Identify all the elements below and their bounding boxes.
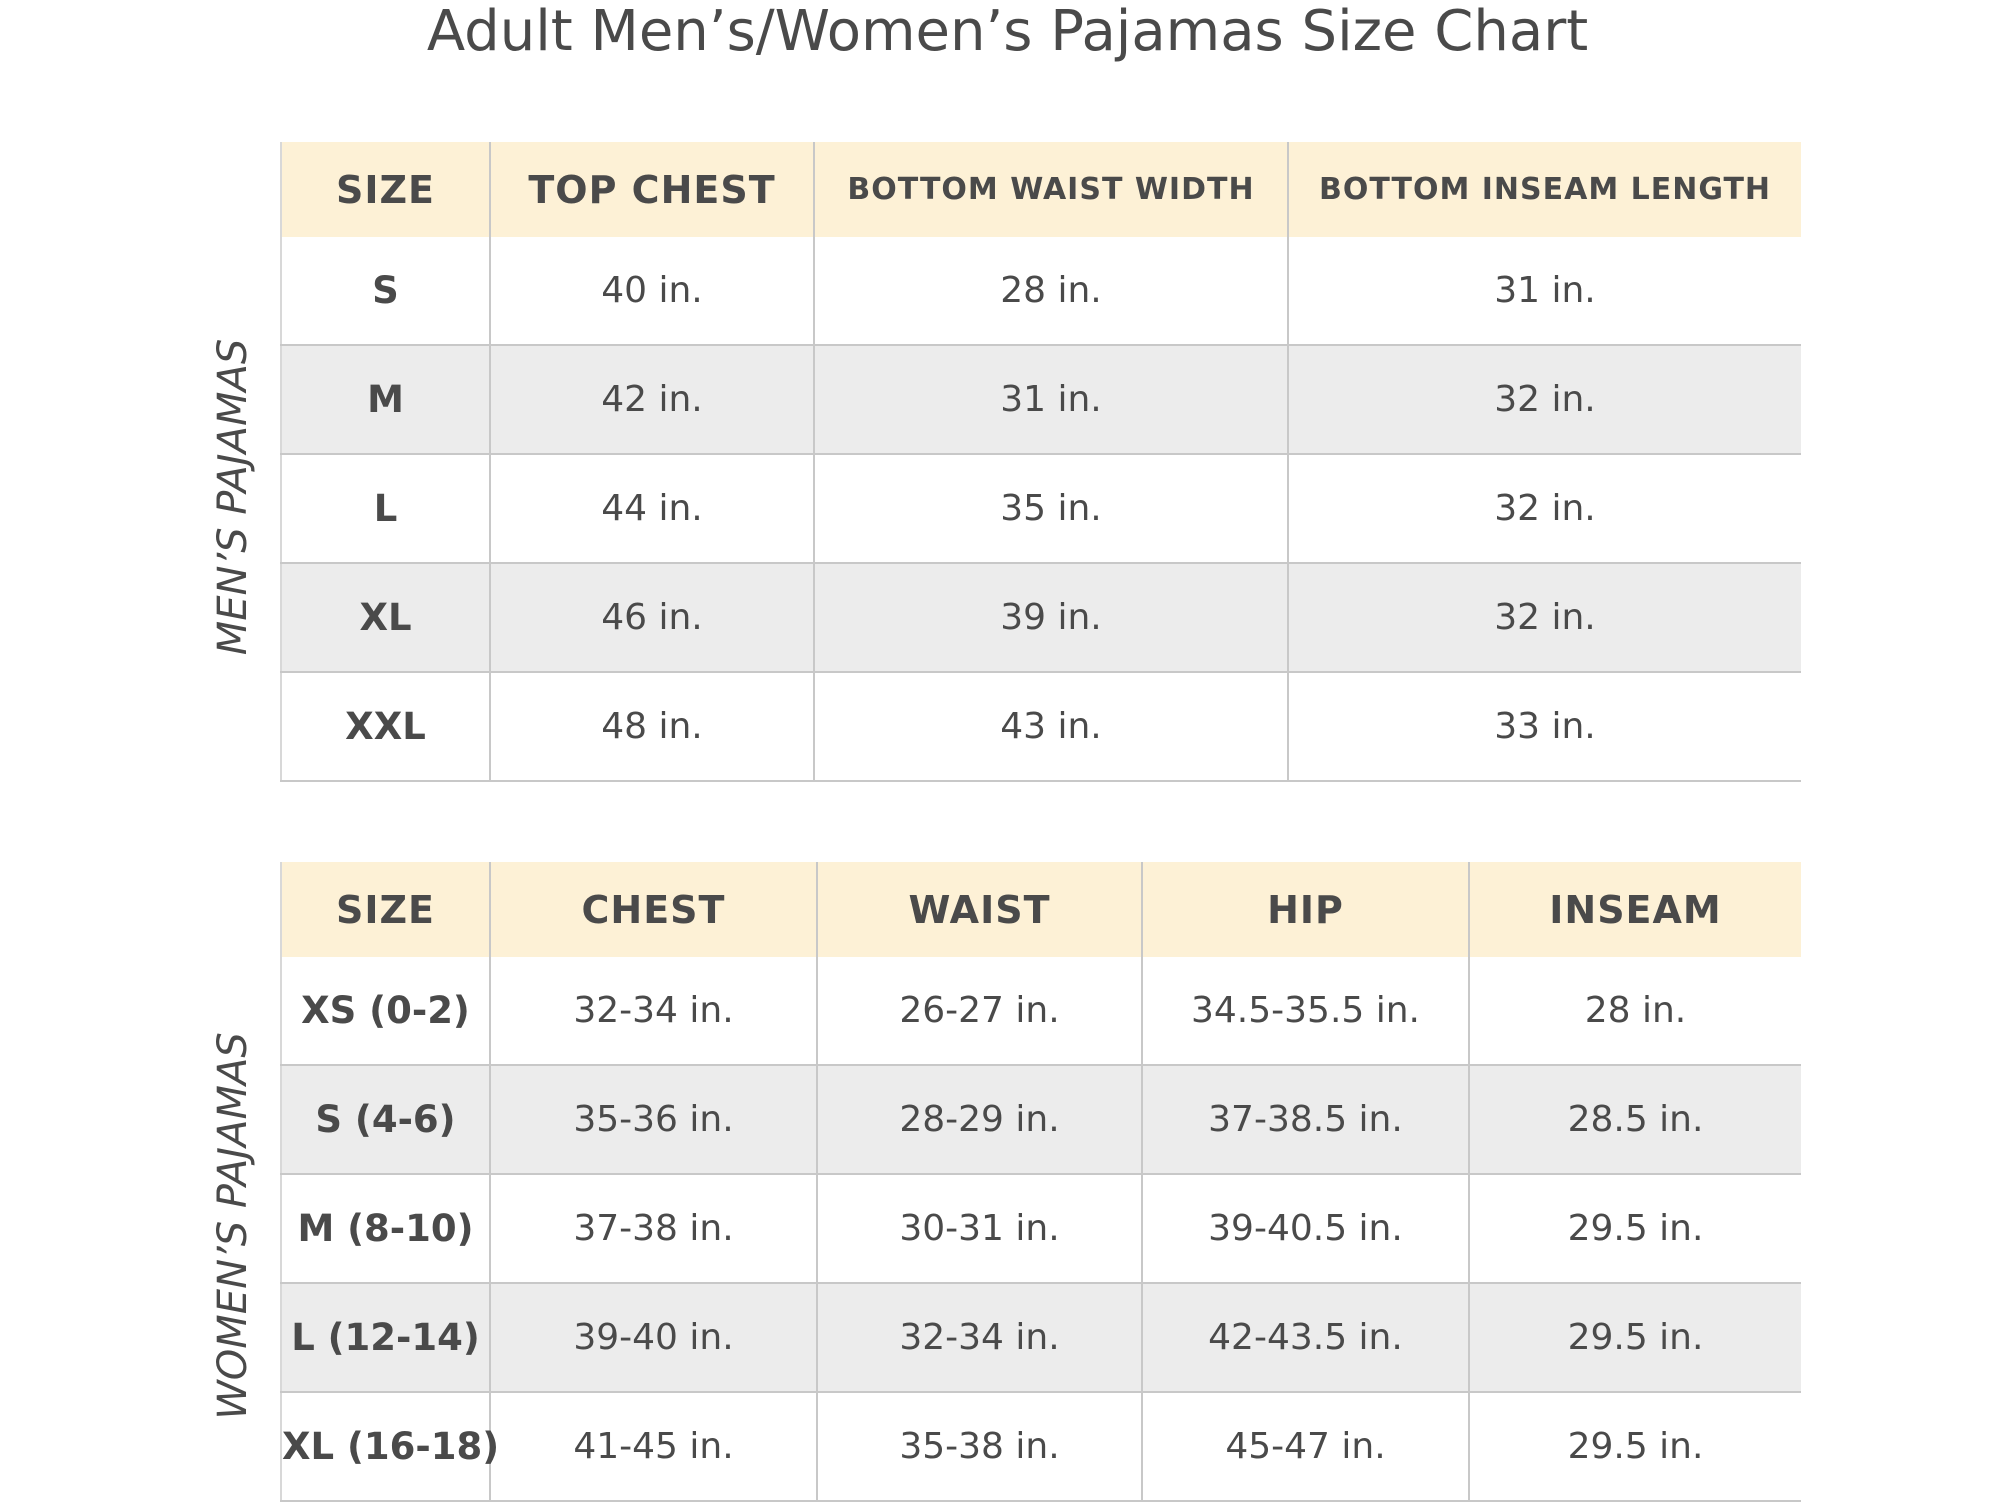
mens-size-cell: M: [280, 345, 490, 455]
womens-header-chest: CHEST: [489, 862, 817, 957]
table-row: L 44 in. 35 in. 32 in.: [280, 454, 1801, 564]
womens-section-label-text: WOMEN’S PAJAMAS: [210, 1032, 256, 1420]
womens-size-cell: XS (0-2): [280, 957, 490, 1066]
table-row: XL (16-18) 41-45 in. 35-38 in. 45-47 in.…: [280, 1392, 1801, 1502]
womens-chest-cell: 41-45 in.: [489, 1392, 817, 1502]
womens-waist-cell: 26-27 in.: [816, 957, 1142, 1066]
womens-header-inseam: INSEAM: [1468, 862, 1801, 957]
mens-size-cell: S: [280, 237, 490, 346]
table-row: M (8-10) 37-38 in. 30-31 in. 39-40.5 in.…: [280, 1174, 1801, 1284]
mens-bottom-waist-cell: 39 in.: [813, 563, 1288, 673]
mens-bottom-inseam-cell: 33 in.: [1287, 672, 1801, 782]
mens-top-chest-cell: 40 in.: [489, 237, 814, 346]
mens-section-label-text: MEN’S PAJAMAS: [210, 338, 256, 656]
womens-waist-cell: 30-31 in.: [816, 1174, 1142, 1284]
mens-size-cell: L: [280, 454, 490, 564]
mens-size-table: SIZE TOP CHEST BOTTOM WAIST WIDTH BOTTOM…: [280, 142, 1801, 782]
mens-header-top-chest: TOP CHEST: [489, 142, 814, 237]
womens-hip-cell: 37-38.5 in.: [1141, 1065, 1469, 1175]
womens-chest-cell: 32-34 in.: [489, 957, 817, 1066]
table-row: S (4-6) 35-36 in. 28-29 in. 37-38.5 in. …: [280, 1065, 1801, 1175]
mens-size-cell: XXL: [280, 672, 490, 782]
womens-hip-cell: 34.5-35.5 in.: [1141, 957, 1469, 1066]
mens-top-chest-cell: 42 in.: [489, 345, 814, 455]
womens-inseam-cell: 29.5 in.: [1468, 1174, 1801, 1284]
womens-waist-cell: 28-29 in.: [816, 1065, 1142, 1175]
womens-header-hip: HIP: [1141, 862, 1469, 957]
mens-top-chest-cell: 44 in.: [489, 454, 814, 564]
table-row: M 42 in. 31 in. 32 in.: [280, 345, 1801, 455]
table-row: XXL 48 in. 43 in. 33 in.: [280, 672, 1801, 782]
womens-size-table: SIZE CHEST WAIST HIP INSEAM XS (0-2) 32-…: [280, 862, 1801, 1502]
womens-waist-cell: 35-38 in.: [816, 1392, 1142, 1502]
mens-bottom-waist-cell: 43 in.: [813, 672, 1288, 782]
womens-hip-cell: 42-43.5 in.: [1141, 1283, 1469, 1393]
table-row: XS (0-2) 32-34 in. 26-27 in. 34.5-35.5 i…: [280, 957, 1801, 1066]
womens-chest-cell: 35-36 in.: [489, 1065, 817, 1175]
womens-inseam-cell: 29.5 in.: [1468, 1392, 1801, 1502]
table-row: XL 46 in. 39 in. 32 in.: [280, 563, 1801, 673]
womens-size-cell: XL (16-18): [280, 1392, 499, 1502]
womens-inseam-cell: 29.5 in.: [1468, 1283, 1801, 1393]
mens-size-cell: XL: [280, 563, 490, 673]
mens-bottom-waist-cell: 28 in.: [813, 237, 1288, 346]
womens-header-size: SIZE: [280, 862, 490, 957]
mens-header-bottom-waist-width: BOTTOM WAIST WIDTH: [813, 142, 1288, 237]
mens-bottom-inseam-cell: 31 in.: [1287, 237, 1801, 346]
mens-header-row: SIZE TOP CHEST BOTTOM WAIST WIDTH BOTTOM…: [280, 142, 1801, 237]
mens-top-chest-cell: 48 in.: [489, 672, 814, 782]
mens-header-bottom-inseam-length: BOTTOM INSEAM LENGTH: [1287, 142, 1801, 237]
mens-bottom-waist-cell: 31 in.: [813, 345, 1288, 455]
mens-top-chest-cell: 46 in.: [489, 563, 814, 673]
womens-chest-cell: 37-38 in.: [489, 1174, 817, 1284]
womens-chest-cell: 39-40 in.: [489, 1283, 817, 1393]
womens-size-cell: S (4-6): [280, 1065, 490, 1175]
womens-header-waist: WAIST: [816, 862, 1142, 957]
womens-header-row: SIZE CHEST WAIST HIP INSEAM: [280, 862, 1801, 957]
mens-bottom-inseam-cell: 32 in.: [1287, 345, 1801, 455]
womens-hip-cell: 39-40.5 in.: [1141, 1174, 1469, 1284]
mens-bottom-inseam-cell: 32 in.: [1287, 563, 1801, 673]
womens-size-cell: L (12-14): [280, 1283, 490, 1393]
womens-hip-cell: 45-47 in.: [1141, 1392, 1469, 1502]
table-row: L (12-14) 39-40 in. 32-34 in. 42-43.5 in…: [280, 1283, 1801, 1393]
womens-inseam-cell: 28.5 in.: [1468, 1065, 1801, 1175]
page-title: Adult Men’s/Women’s Pajamas Size Chart: [426, 0, 1589, 64]
womens-inseam-cell: 28 in.: [1468, 957, 1801, 1066]
mens-header-size: SIZE: [280, 142, 490, 237]
womens-size-cell: M (8-10): [280, 1174, 490, 1284]
mens-bottom-inseam-cell: 32 in.: [1287, 454, 1801, 564]
womens-waist-cell: 32-34 in.: [816, 1283, 1142, 1393]
mens-bottom-waist-cell: 35 in.: [813, 454, 1288, 564]
table-row: S 40 in. 28 in. 31 in.: [280, 237, 1801, 346]
